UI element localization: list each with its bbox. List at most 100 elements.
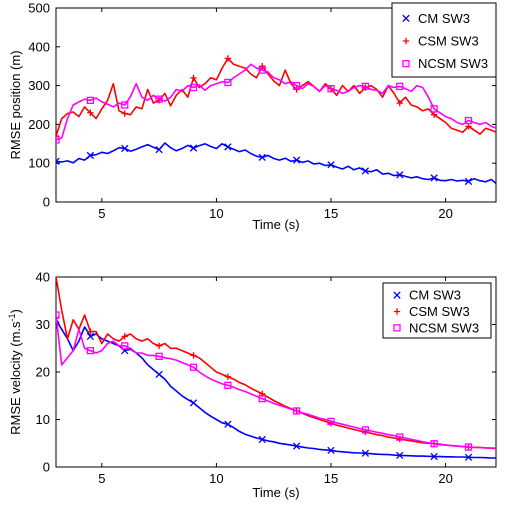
marker-x [292, 156, 301, 164]
x-tick-label: 5 [98, 471, 105, 486]
marker-plus [121, 110, 128, 117]
marker-square [396, 82, 404, 91]
marker-x [86, 332, 95, 341]
marker-x [430, 174, 438, 182]
marker-plus [402, 37, 410, 45]
x-tick-label: 15 [324, 206, 338, 221]
series-line [56, 319, 496, 459]
marker-x [402, 14, 410, 22]
marker-x [327, 161, 335, 169]
marker-square [464, 116, 473, 125]
marker-square [361, 82, 370, 91]
marker-square [292, 407, 301, 415]
marker-square [56, 136, 60, 144]
marker-plus [396, 99, 403, 107]
series-line [56, 57, 496, 137]
marker-square [402, 60, 410, 68]
marker-square [327, 85, 335, 93]
marker-square [327, 417, 335, 426]
marker-x [56, 157, 60, 165]
marker-plus [224, 55, 232, 62]
marker-plus [87, 109, 94, 116]
y-tick-label: 30 [36, 317, 50, 332]
series-cm-sw3 [56, 142, 496, 186]
marker-square [86, 96, 95, 104]
marker-square [396, 433, 404, 441]
marker-plus [293, 86, 300, 93]
marker-plus [465, 123, 472, 130]
marker-x [224, 143, 232, 151]
y-tick-label: 0 [43, 195, 50, 210]
marker-plus [259, 63, 266, 70]
marker-x [393, 291, 401, 299]
marker-x [361, 167, 370, 175]
marker-x [189, 144, 198, 152]
y-tick-label: 200 [28, 117, 50, 132]
marker-x [86, 151, 95, 160]
series-line [56, 63, 496, 141]
y-tick-label: 10 [36, 412, 50, 427]
marker-x [292, 442, 301, 450]
series-ncsm-sw3 [56, 311, 496, 451]
series-ncsm-sw3 [56, 63, 496, 144]
marker-plus [190, 352, 197, 359]
marker-x [464, 177, 473, 186]
marker-square [189, 83, 198, 92]
marker-plus [224, 373, 232, 380]
x-tick-label: 10 [209, 471, 223, 486]
x-tick-label: 20 [438, 471, 452, 486]
marker-x [396, 171, 404, 179]
series-csm-sw3 [56, 277, 496, 451]
marker-square [430, 440, 438, 448]
y-axis-label: RMSE velocity (m.s-1) [7, 309, 23, 435]
marker-square [393, 324, 401, 332]
marker-x [361, 449, 370, 457]
marker-plus [155, 342, 163, 350]
marker-square [292, 81, 301, 90]
y-tick-label: 100 [28, 156, 50, 171]
x-tick-label: 5 [98, 206, 105, 221]
legend-entry: CM SW3 [409, 288, 461, 303]
marker-plus [121, 333, 128, 340]
marker-x [224, 420, 232, 428]
series-line [56, 142, 496, 185]
marker-square [155, 95, 163, 103]
marker-square [189, 363, 198, 371]
y-tick-label: 0 [43, 460, 50, 475]
legend-entry: NCSM SW3 [409, 320, 479, 335]
marker-x [121, 144, 129, 153]
marker-plus [87, 328, 94, 335]
y-tick-label: 40 [36, 270, 50, 285]
legend-box [382, 282, 492, 339]
legend-entry: CSM SW3 [418, 34, 479, 49]
y-tick-label: 400 [28, 39, 50, 54]
legend-entry: CSM SW3 [409, 304, 470, 319]
marker-x [258, 153, 266, 162]
marker-square [224, 381, 232, 389]
series-cm-sw3 [56, 316, 496, 461]
marker-square [121, 342, 129, 350]
y-axis-label: RMSE position (m) [8, 50, 23, 159]
x-tick-label: 20 [438, 206, 452, 221]
x-axis-label: Time (s) [252, 217, 299, 232]
marker-x [258, 435, 266, 444]
marker-square [224, 78, 232, 87]
marker-plus [393, 308, 401, 315]
marker-square [361, 426, 370, 434]
x-tick-label: 15 [324, 471, 338, 486]
velocity-chart: 5 10 15 20 0 10 20 30 40 Time (s) RMSE velocity (m… [7, 270, 497, 500]
marker-x [155, 145, 163, 154]
marker-x [396, 451, 404, 460]
marker-square [121, 101, 129, 109]
marker-x [464, 453, 473, 461]
marker-square [155, 352, 163, 360]
x-tick-label: 10 [209, 206, 223, 221]
marker-square [258, 394, 266, 403]
y-tick-label: 20 [36, 365, 50, 380]
legend-entry: NCSM SW3 [418, 56, 488, 71]
plot-area [55, 7, 497, 203]
series-line [56, 277, 496, 450]
